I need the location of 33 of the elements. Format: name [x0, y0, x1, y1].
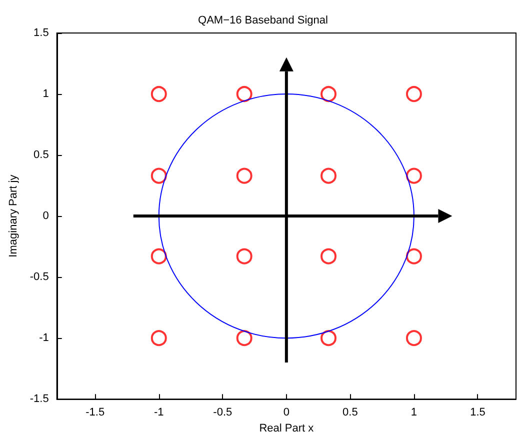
point [150, 330, 167, 346]
chart-title: QAM−16 Baseband Signal [198, 14, 328, 26]
y-tick-label: 0.5 [34, 149, 49, 162]
point [406, 248, 422, 264]
point [236, 248, 252, 264]
x-tick-label: -1.5 [86, 406, 105, 419]
x-tick-label: 1.5 [470, 406, 486, 419]
y-tick-label: 0 [42, 210, 49, 222]
point [320, 86, 337, 102]
point [236, 86, 252, 102]
point [406, 168, 422, 184]
x-tick-label: 0 [283, 406, 290, 419]
point [320, 168, 337, 184]
y-axis-title: Imaginary Part jy [8, 174, 20, 258]
point [236, 330, 252, 346]
y-tick-label: -1 [39, 332, 49, 344]
point [406, 86, 422, 102]
point [320, 330, 337, 346]
point [320, 248, 337, 264]
x-tick-label: 0.5 [342, 406, 358, 419]
y-tick-label: 1.5 [34, 27, 49, 39]
x-tick-label: 1 [410, 406, 418, 419]
point [150, 86, 167, 102]
point [150, 248, 167, 264]
point [150, 168, 167, 184]
y-tick-label: 1 [42, 88, 49, 100]
x-tick-label: -1 [154, 406, 164, 419]
y-tick-label: -0.5 [30, 271, 49, 284]
point [236, 168, 252, 184]
y-tick-label: -1.5 [30, 393, 49, 406]
point [406, 330, 422, 346]
x-axis-title: Real Part x [259, 422, 314, 434]
x-tick-label: -0.5 [213, 406, 232, 419]
